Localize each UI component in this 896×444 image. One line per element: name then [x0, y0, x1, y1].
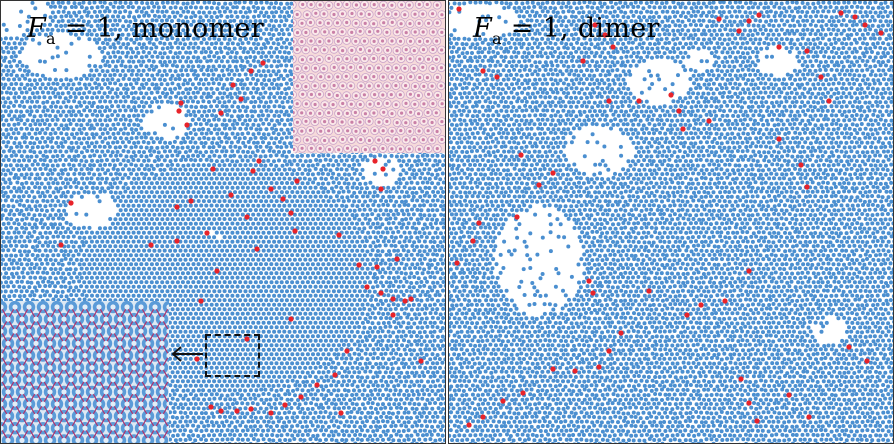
panel-dimer: Fa = 1, dimer	[448, 0, 894, 444]
inset-top-voronoi	[293, 1, 445, 153]
panel-label-dimer: Fa = 1, dimer	[473, 13, 660, 48]
panel-label-monomer: Fa = 1, monomer	[27, 13, 264, 48]
panel-monomer: Fa = 1, monomer	[0, 0, 446, 444]
left-arrow-icon	[171, 346, 203, 362]
inset-bottom-crystal	[1, 301, 169, 443]
zoom-region-box	[205, 334, 260, 377]
dimer-particle-field	[449, 1, 893, 443]
